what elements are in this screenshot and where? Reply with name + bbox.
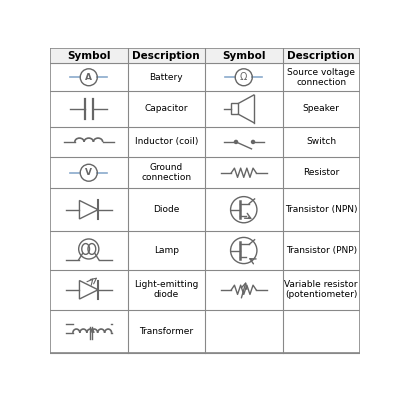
Text: Inductor (coil): Inductor (coil) [134, 138, 198, 146]
Text: Symbol: Symbol [222, 51, 266, 61]
Text: Switch: Switch [306, 138, 336, 146]
Text: Resistor: Resistor [303, 168, 339, 177]
Text: Transistor (PNP): Transistor (PNP) [286, 246, 357, 255]
Text: A: A [85, 73, 92, 82]
Text: Description: Description [288, 51, 355, 61]
Text: Source voltage
connection: Source voltage connection [287, 68, 355, 87]
Text: Transistor (NPN): Transistor (NPN) [285, 205, 358, 214]
Text: Symbol: Symbol [67, 51, 110, 61]
Text: Light-emitting
diode: Light-emitting diode [134, 280, 198, 300]
Circle shape [252, 140, 255, 144]
Bar [50, 48, 360, 63]
Text: Transformer: Transformer [139, 327, 193, 336]
Text: Ground
connection: Ground connection [141, 163, 191, 182]
Text: V: V [85, 168, 92, 177]
Text: Lamp: Lamp [154, 246, 179, 255]
Text: Ω: Ω [240, 72, 248, 82]
Text: Variable resistor
(potentiometer): Variable resistor (potentiometer) [284, 280, 358, 300]
Text: Capacitor: Capacitor [144, 104, 188, 113]
Text: Battery: Battery [150, 73, 183, 82]
Text: Diode: Diode [153, 205, 180, 214]
Circle shape [234, 140, 238, 144]
Bar [231, 104, 238, 114]
Text: Speaker: Speaker [303, 104, 340, 113]
Text: Description: Description [132, 51, 200, 61]
